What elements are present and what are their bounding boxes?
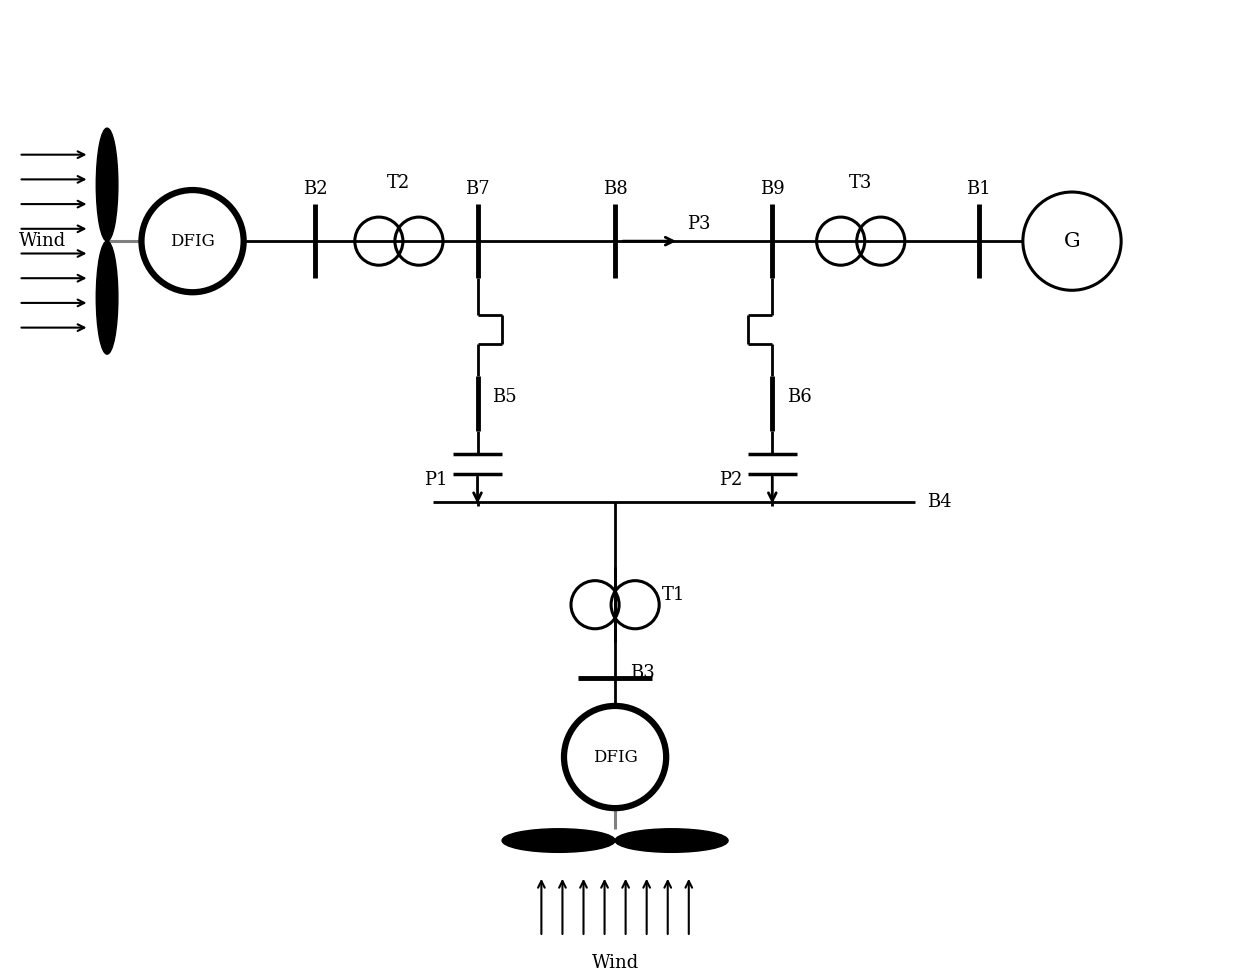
Circle shape: [1023, 192, 1121, 290]
Text: B8: B8: [603, 180, 627, 198]
Text: P2: P2: [719, 470, 743, 489]
Circle shape: [564, 706, 666, 808]
Ellipse shape: [97, 129, 118, 242]
Text: P3: P3: [687, 215, 711, 234]
Text: T2: T2: [387, 174, 410, 192]
Text: G: G: [1064, 232, 1080, 250]
Text: B1: B1: [966, 180, 991, 198]
Text: B9: B9: [760, 180, 785, 198]
Text: DFIG: DFIG: [593, 749, 637, 766]
Ellipse shape: [97, 242, 118, 355]
Text: Wind: Wind: [19, 232, 66, 250]
Ellipse shape: [615, 829, 728, 852]
Text: T3: T3: [849, 174, 873, 192]
Text: DFIG: DFIG: [170, 233, 215, 249]
Text: B2: B2: [303, 180, 327, 198]
Ellipse shape: [502, 829, 615, 852]
Text: P1: P1: [424, 470, 448, 489]
Text: Wind: Wind: [591, 954, 639, 971]
Text: B7: B7: [465, 180, 490, 198]
Text: B4: B4: [926, 493, 951, 510]
Circle shape: [141, 190, 243, 292]
Text: T1: T1: [662, 586, 686, 604]
Text: B3: B3: [630, 663, 655, 682]
Text: B6: B6: [787, 389, 812, 406]
Text: B5: B5: [492, 389, 517, 406]
